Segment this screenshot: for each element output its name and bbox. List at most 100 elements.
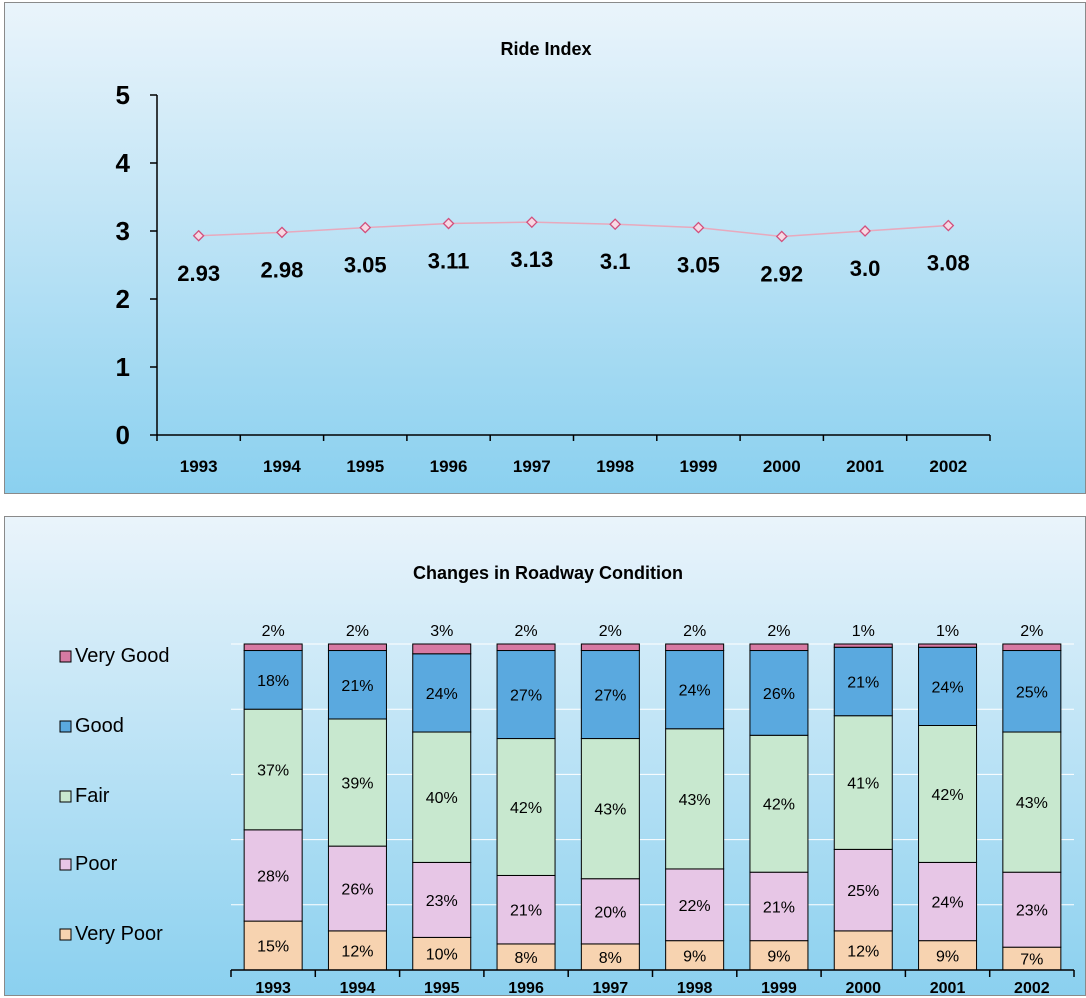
bar-segment-fair <box>412 731 472 863</box>
segment-label: 24% <box>932 895 964 912</box>
segment-label: 3% <box>430 623 453 640</box>
segment-label: 28% <box>257 868 289 885</box>
segment-label: 7% <box>1020 952 1043 969</box>
x-tick-label: 2000 <box>763 457 801 476</box>
legend-label-very-good: Very Good <box>75 645 170 667</box>
bar-segment-poor <box>496 874 556 945</box>
data-point-marker <box>359 221 372 234</box>
segment-label: 2% <box>346 623 369 640</box>
x-tick-label: 2000 <box>845 980 881 996</box>
data-label: 3.1 <box>600 249 631 274</box>
bar-segment-fair <box>580 738 640 880</box>
segment-label: 15% <box>257 939 289 956</box>
legend-label-fair: Fair <box>75 785 110 807</box>
x-tick-label: 1993 <box>255 980 291 996</box>
y-tick-label: 2 <box>116 284 130 314</box>
bar-segment-very-poor <box>580 943 640 971</box>
segment-label: 22% <box>679 898 711 915</box>
segment-label: 21% <box>847 674 879 691</box>
bar-segment-fair <box>1002 731 1062 873</box>
data-label: 2.92 <box>760 261 803 286</box>
data-point-marker <box>859 225 871 237</box>
ride-index-line <box>198 221 949 238</box>
data-label: 3.13 <box>510 247 553 272</box>
bar-segment-fair <box>496 738 556 876</box>
y-tick-label: 4 <box>116 148 131 178</box>
x-tick-label: 2001 <box>846 457 884 476</box>
bar-segment-poor <box>665 868 725 942</box>
x-tick-label: 1998 <box>677 980 713 996</box>
segment-label: 25% <box>1016 684 1048 701</box>
bar-segment-good <box>1002 650 1062 733</box>
data-label: 2.93 <box>177 261 220 286</box>
segment-label: 23% <box>426 893 458 910</box>
y-tick-label: 0 <box>116 420 130 450</box>
segment-label: 43% <box>1016 795 1048 812</box>
segment-label: 18% <box>257 673 289 690</box>
data-point-marker <box>192 229 205 242</box>
segment-label: 26% <box>341 882 373 899</box>
segment-label: 12% <box>341 943 373 960</box>
data-label: 2.98 <box>261 257 304 282</box>
x-tick-label: 2002 <box>1014 980 1050 996</box>
bar-segment-fair <box>918 725 978 863</box>
x-tick-label: 1999 <box>680 457 718 476</box>
bar-segment-poor <box>749 871 809 942</box>
y-tick-label: 3 <box>116 216 130 246</box>
segment-label: 8% <box>514 950 537 967</box>
data-point-marker <box>775 230 788 243</box>
segment-label: 37% <box>257 763 289 780</box>
segment-label: 24% <box>426 686 458 703</box>
x-tick-label: 1996 <box>430 457 468 476</box>
segment-label: 8% <box>599 950 622 967</box>
ride-index-chart-panel: Ride Index 0 1 2 3 4 5 1993 1994 1995 1996 1997 199… <box>4 2 1086 494</box>
y-tick-label: 5 <box>116 80 130 110</box>
bar-segment-fair <box>833 715 893 850</box>
data-point-marker <box>609 218 622 231</box>
segment-label: 39% <box>341 776 373 793</box>
legend-swatch-fair <box>59 790 72 803</box>
bar-segment-poor <box>580 878 640 945</box>
segment-label: 23% <box>1016 903 1048 920</box>
x-tick-label: 2002 <box>929 457 967 476</box>
segment-label: 2% <box>1020 623 1043 640</box>
ride-index-chart: Ride Index 0 1 2 3 4 5 1993 1994 1995 1996 1997 199… <box>5 3 1085 493</box>
bar-segment-very-poor <box>243 920 303 971</box>
segment-label: 42% <box>932 787 964 804</box>
chart-title: Ride Index <box>500 39 591 59</box>
segment-label: 9% <box>767 948 790 965</box>
bar-segment-good <box>580 650 640 740</box>
data-point-marker <box>442 217 455 230</box>
segment-label: 24% <box>932 679 964 696</box>
segment-label: 25% <box>847 883 879 900</box>
segment-label: 10% <box>426 947 458 964</box>
bar-segment-very-good <box>833 643 893 648</box>
data-point-marker <box>525 216 538 229</box>
x-tick-label: 1994 <box>263 457 301 476</box>
bar-segment-very-poor <box>327 930 387 971</box>
bar-segment-good <box>412 653 472 733</box>
x-tick-label: 1993 <box>180 457 218 476</box>
bar-segment-very-good <box>412 643 472 655</box>
x-tick-label: 1995 <box>424 980 460 996</box>
bar-segment-very-good <box>1002 643 1062 652</box>
segment-label: 27% <box>594 688 626 705</box>
segment-label: 24% <box>679 683 711 700</box>
legend-label-good: Good <box>75 715 124 737</box>
segment-label: 2% <box>262 623 285 640</box>
bar-segment-good <box>665 650 725 730</box>
bar-segment-very-good <box>918 643 978 648</box>
data-point-marker <box>692 221 705 234</box>
segment-label: 43% <box>679 792 711 809</box>
legend-swatch-very-poor <box>59 928 72 941</box>
segment-label: 2% <box>767 623 790 640</box>
segment-label: 2% <box>599 623 622 640</box>
segment-label: 41% <box>847 776 879 793</box>
bar-segment-good <box>496 650 556 740</box>
legend-swatch-good <box>59 720 72 733</box>
chart-background <box>5 3 1085 493</box>
data-label: 3.11 <box>428 249 470 274</box>
bar-segment-very-good <box>327 643 387 652</box>
segment-label: 1% <box>852 623 875 640</box>
segment-label: 21% <box>341 678 373 695</box>
